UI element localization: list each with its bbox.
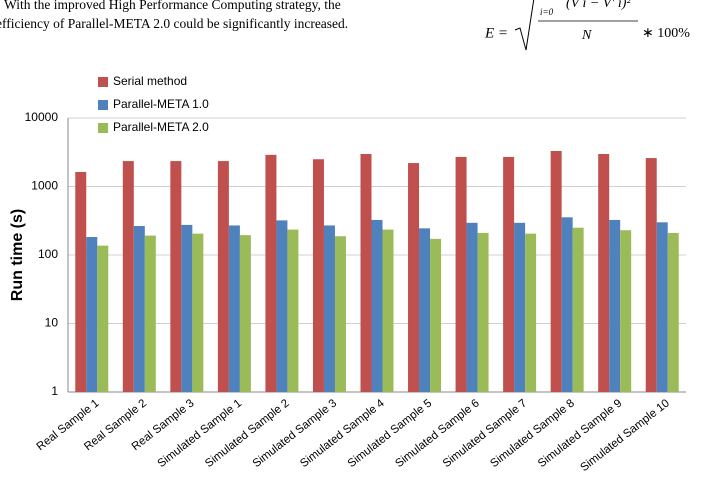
legend-swatch (98, 77, 108, 87)
bar (360, 154, 372, 392)
x-tick-label: Simulated Sample 1 (156, 397, 244, 470)
legend-swatch (98, 100, 108, 110)
formula-factor: ∗ 100% (642, 26, 690, 41)
bar (86, 237, 98, 392)
bar (382, 229, 394, 392)
bar (287, 229, 299, 392)
bar (477, 232, 489, 392)
y-axis-label: Run time (s) (9, 209, 26, 301)
formula: E = i=0 (V i − V′ i)² N ∗ 100% (484, 0, 690, 51)
bar (609, 219, 621, 392)
y-tick-label: 1 (51, 384, 58, 398)
bar (323, 225, 335, 392)
bar (620, 230, 632, 392)
formula-index: i=0 (540, 7, 554, 17)
bar (312, 159, 324, 392)
bar (572, 227, 584, 392)
legend-label: Serial method (113, 74, 187, 88)
body-text: With the improved High Performance Compu… (4, 0, 341, 12)
y-tick-label: 10000 (25, 110, 59, 124)
bar (598, 154, 610, 392)
legend-label: Parallel-META 1.0 (113, 97, 209, 111)
bar (466, 222, 478, 392)
formula-numerator: (V i − V′ i)² (566, 0, 631, 11)
bar (645, 158, 657, 392)
x-tick-label: Simulated Sample 5 (346, 397, 434, 470)
bar (408, 163, 420, 392)
bar (144, 235, 156, 392)
x-tick-label: Simulated Sample 4 (298, 397, 387, 470)
legend-swatch (98, 123, 108, 133)
bar (371, 219, 383, 392)
x-tick-label: Simulated Sample 8 (488, 397, 576, 470)
bar (265, 154, 277, 392)
bar (97, 245, 109, 392)
body-text: efficiency of Parallel-META 2.0 could be… (0, 16, 348, 31)
bar (430, 238, 442, 392)
bar (514, 222, 526, 392)
x-tick-label: Simulated Sample 7 (441, 397, 529, 470)
bar (334, 236, 346, 392)
bar (217, 161, 229, 392)
bar (503, 156, 515, 392)
bar (667, 232, 679, 392)
y-tick-label: 100 (38, 247, 58, 261)
sqrt-sign (514, 0, 535, 51)
y-tick-label: 10 (45, 316, 59, 330)
bar (170, 161, 182, 392)
bar (419, 228, 431, 392)
bar (181, 224, 193, 392)
bar (122, 161, 134, 392)
formula-denominator: N (581, 28, 592, 43)
bar (525, 233, 537, 392)
x-tick-label: Simulated Sample 6 (393, 397, 481, 470)
bar (75, 171, 87, 392)
bar (276, 220, 288, 392)
bar (192, 233, 204, 392)
x-tick-label: Simulated Sample 9 (536, 397, 624, 470)
x-tick-label: Simulated Sample 10 (578, 397, 672, 474)
bar (455, 156, 467, 392)
x-tick-label: Simulated Sample 2 (203, 397, 291, 470)
x-tick-label: Simulated Sample 3 (251, 397, 339, 470)
bar (561, 217, 573, 392)
bar (656, 222, 668, 392)
bar (133, 226, 145, 392)
bar (550, 150, 562, 392)
legend-label: Parallel-META 2.0 (113, 120, 209, 134)
bar (239, 235, 251, 392)
bar (228, 225, 240, 392)
formula-lhs: E = (484, 25, 508, 41)
y-tick-label: 1000 (31, 179, 58, 193)
